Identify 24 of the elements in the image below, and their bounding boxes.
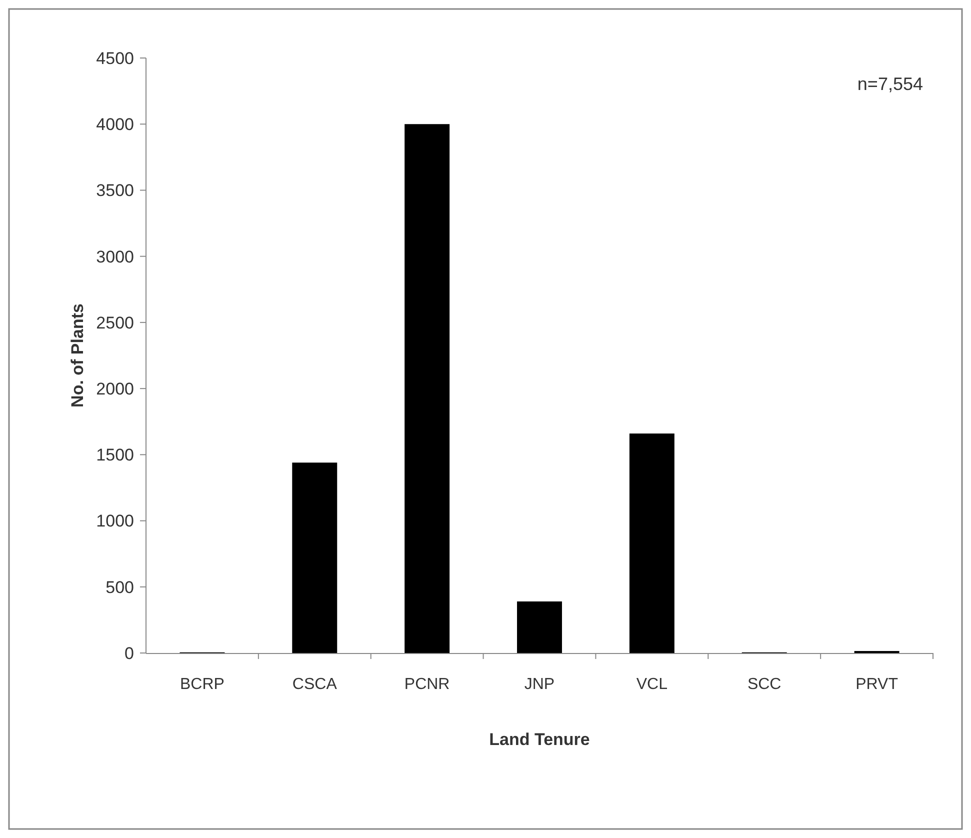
x-tick-label: PRVT	[856, 676, 898, 693]
x-tick-label: PCNR	[404, 676, 450, 693]
y-tick-label: 4500	[96, 48, 134, 68]
y-tick-label: 3500	[96, 181, 134, 200]
bar	[517, 601, 562, 653]
x-tick-label: JNP	[524, 676, 555, 693]
y-tick-label: 2000	[96, 380, 134, 399]
y-tick-label: 3000	[96, 247, 134, 266]
bar	[404, 124, 450, 653]
y-tick-label: 4000	[96, 115, 134, 134]
y-axis-title: No. of Plants	[68, 304, 87, 408]
x-axis-title: Land Tenure	[489, 730, 590, 749]
y-tick-label: 1500	[96, 446, 134, 465]
y-tick-label: 2500	[96, 313, 134, 332]
y-tick-label: 1000	[96, 512, 134, 531]
annotation: n=7,554	[857, 74, 923, 94]
y-tick-label: 0	[124, 644, 134, 663]
x-tick-label: BCRP	[180, 676, 224, 693]
x-tick-label: SCC	[747, 676, 782, 693]
bar	[292, 462, 338, 653]
x-tick-label: VCL	[636, 676, 668, 693]
y-tick-label: 500	[106, 578, 134, 597]
x-tick-label: CSCA	[292, 676, 338, 693]
bar	[629, 434, 674, 653]
